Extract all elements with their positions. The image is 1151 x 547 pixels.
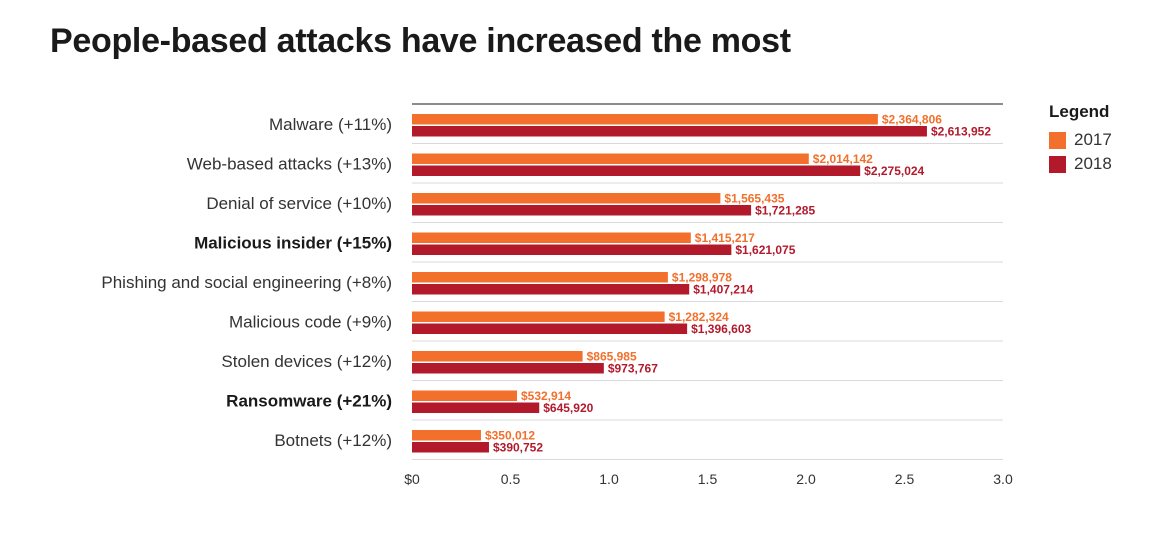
bar-2018 — [412, 126, 927, 137]
category-label: Phishing and social engineering (+8%) — [101, 273, 392, 292]
x-tick-label: 2.5 — [895, 471, 915, 487]
bar-2017 — [412, 390, 517, 401]
x-tick-label: 3.0 — [993, 471, 1013, 487]
value-label-2018: $1,621,075 — [735, 243, 795, 257]
value-label-2018: $2,613,952 — [931, 125, 991, 139]
bar-2018 — [412, 402, 540, 413]
value-label-2018: $645,920 — [543, 401, 593, 415]
bar-2018 — [412, 363, 604, 374]
bar-2017 — [412, 153, 809, 164]
bar-2018 — [412, 244, 732, 255]
value-label-2017: $1,565,435 — [724, 192, 784, 206]
value-label-2017: $350,012 — [485, 429, 535, 443]
value-label-2018: $390,752 — [493, 441, 543, 455]
legend-swatch-2018 — [1049, 155, 1066, 173]
value-label-2017: $532,914 — [521, 389, 571, 403]
value-label-2018: $1,721,285 — [755, 204, 815, 218]
value-label-2017: $2,014,142 — [813, 152, 873, 166]
category-label: Stolen devices (+12%) — [221, 352, 392, 371]
bar-2018 — [412, 442, 489, 453]
chart-title: People-based attacks have increased the … — [50, 22, 791, 60]
bar-2017 — [412, 232, 691, 243]
value-label-2017: $1,282,324 — [669, 310, 729, 324]
category-label: Ransomware (+21%) — [226, 392, 392, 411]
value-label-2018: $1,396,603 — [691, 322, 751, 336]
category-label: Malicious insider (+15%) — [194, 234, 392, 253]
x-tick-label: $0 — [404, 471, 420, 487]
x-tick-label: 1.0 — [599, 471, 619, 487]
category-label: Denial of service (+10%) — [206, 194, 392, 213]
category-label: Botnets (+12%) — [274, 431, 392, 450]
bar-2017 — [412, 114, 878, 125]
bar-2018 — [412, 284, 690, 295]
category-label: Web-based attacks (+13%) — [187, 155, 392, 174]
value-label-2017: $1,298,978 — [672, 271, 732, 285]
x-tick-label: 2.0 — [796, 471, 816, 487]
bar-2017 — [412, 272, 668, 283]
x-tick-label: 0.5 — [501, 471, 521, 487]
value-label-2018: $2,275,024 — [864, 164, 924, 178]
bar-2017 — [412, 311, 665, 322]
value-label-2017: $865,985 — [587, 350, 637, 364]
bar-2018 — [412, 165, 861, 176]
bar-2018 — [412, 323, 688, 334]
legend: Legend 2017 2018 — [1049, 102, 1112, 176]
bar-2017 — [412, 193, 721, 204]
legend-label-2018: 2018 — [1074, 154, 1112, 173]
legend-title: Legend — [1049, 102, 1110, 121]
value-label-2017: $1,415,217 — [695, 231, 755, 245]
x-tick-label: 1.5 — [698, 471, 718, 487]
value-label-2018: $973,767 — [608, 362, 658, 376]
value-label-2018: $1,407,214 — [693, 283, 753, 297]
category-label: Malicious code (+9%) — [229, 313, 392, 332]
bar-2017 — [412, 430, 481, 441]
legend-item-2018: 2018 — [1049, 152, 1112, 176]
bar-2018 — [412, 205, 752, 216]
value-label-2017: $2,364,806 — [882, 113, 942, 127]
bar-2017 — [412, 351, 583, 362]
legend-swatch-2017 — [1049, 131, 1066, 149]
legend-label-2017: 2017 — [1074, 130, 1112, 149]
category-label: Malware (+11%) — [269, 115, 392, 134]
legend-item-2017: 2017 — [1049, 128, 1112, 152]
